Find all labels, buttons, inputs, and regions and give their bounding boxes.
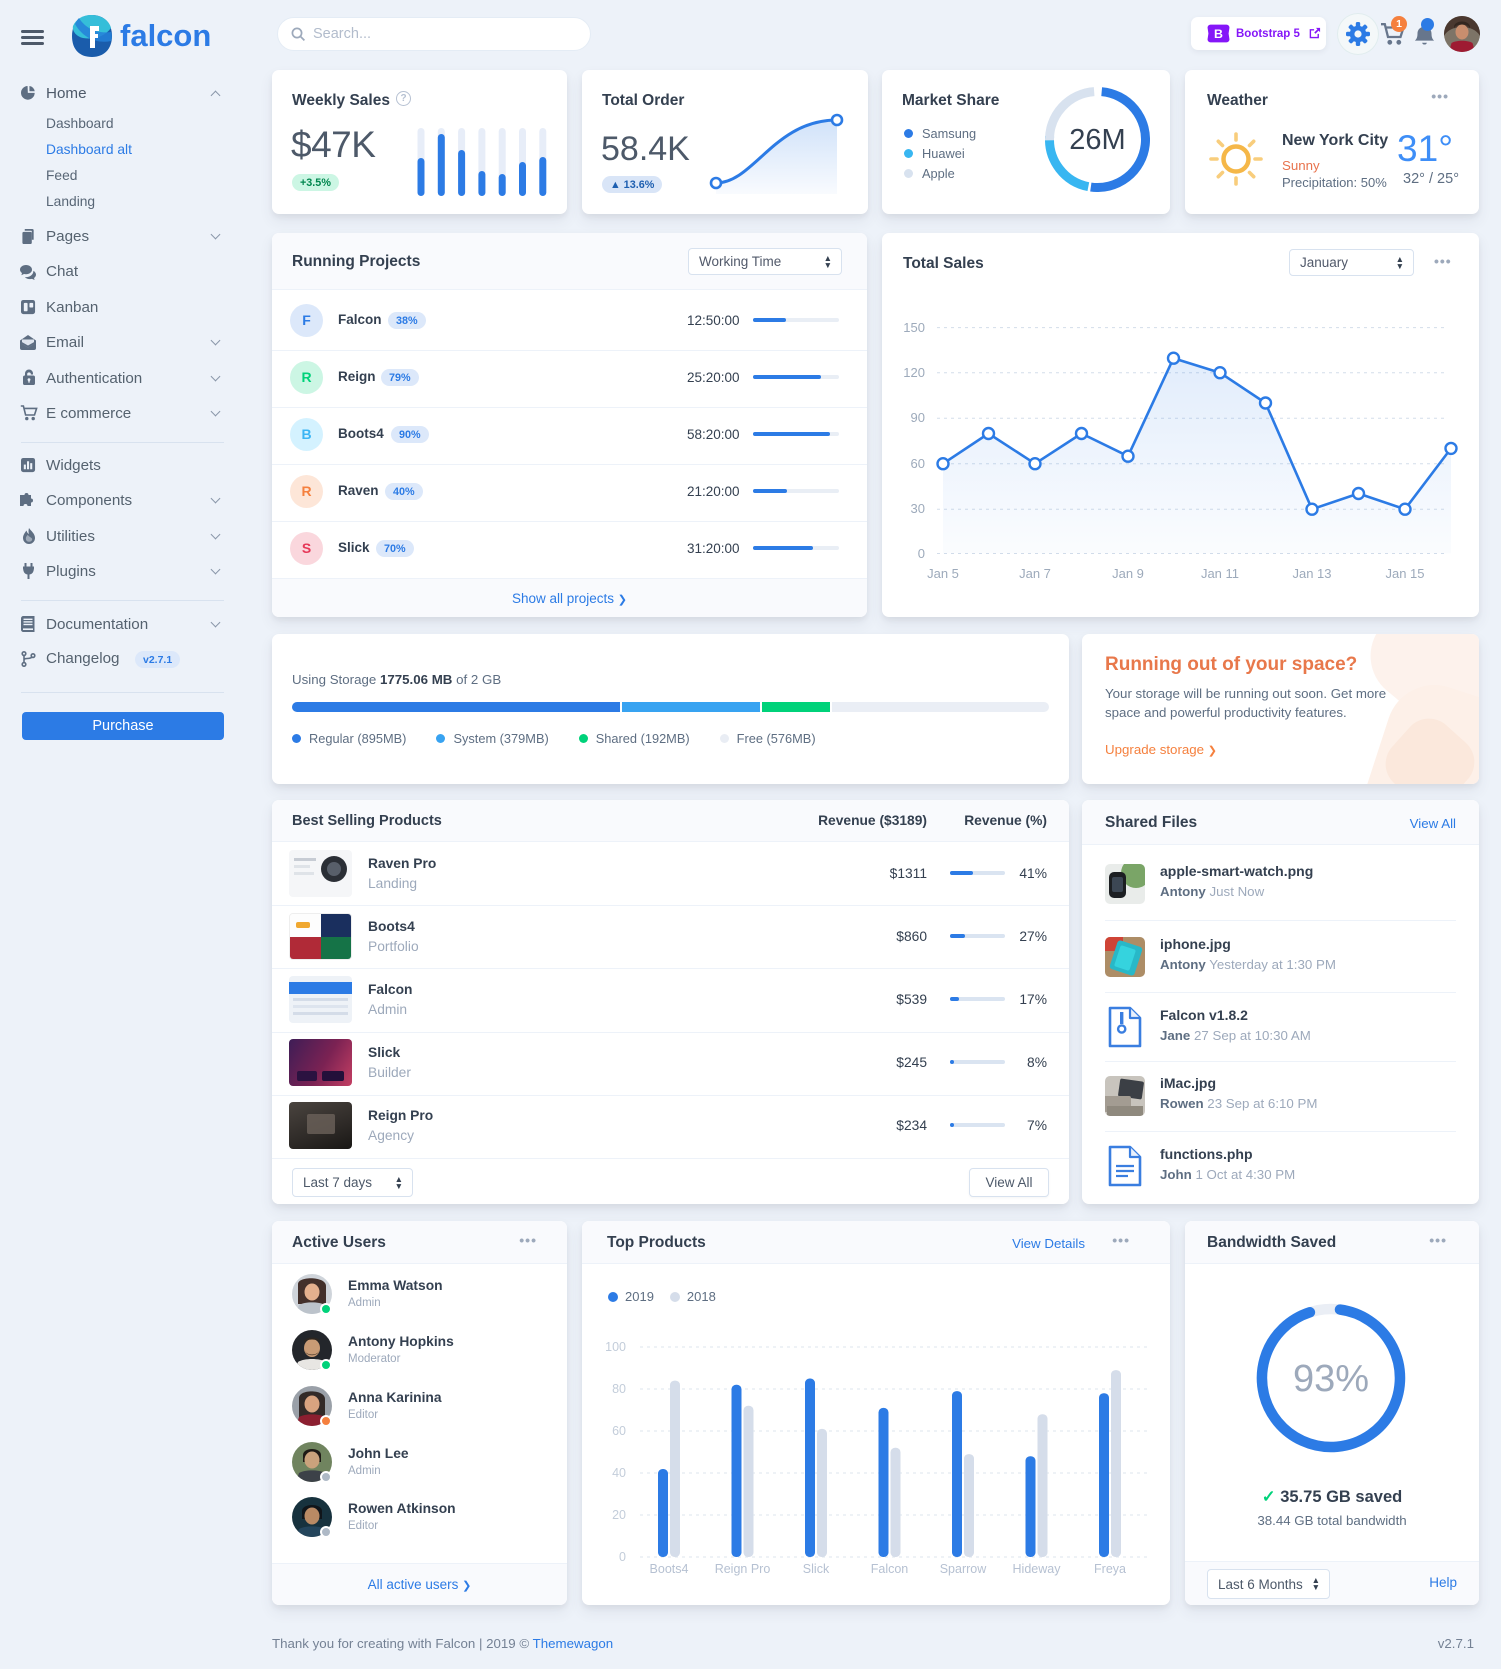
svg-text:90: 90 [911,410,925,425]
svg-text:Reign Pro: Reign Pro [715,1562,771,1576]
svg-text:Falcon: Falcon [871,1562,909,1576]
svg-text:20: 20 [612,1508,626,1522]
svg-text:80: 80 [612,1382,626,1396]
svg-text:Jan 11: Jan 11 [1201,566,1239,581]
svg-text:0: 0 [918,546,925,561]
svg-text:60: 60 [911,456,925,471]
svg-text:Hideway: Hideway [1013,1562,1062,1576]
svg-text:150: 150 [903,320,925,335]
svg-text:Jan 13: Jan 13 [1292,566,1331,581]
svg-text:30: 30 [911,501,925,516]
svg-text:B: B [1214,27,1223,41]
svg-text:120: 120 [903,365,925,380]
svg-text:Sparrow: Sparrow [940,1562,988,1576]
svg-text:Jan 5: Jan 5 [927,566,959,581]
svg-text:40: 40 [612,1466,626,1480]
svg-text:Boots4: Boots4 [650,1562,689,1576]
svg-text:Jan 9: Jan 9 [1112,566,1144,581]
svg-text:60: 60 [612,1424,626,1438]
svg-text:100: 100 [605,1340,626,1354]
svg-text:Jan 7: Jan 7 [1019,566,1051,581]
svg-text:Slick: Slick [803,1562,830,1576]
svg-text:Freya: Freya [1094,1562,1126,1576]
svg-text:Jan 15: Jan 15 [1385,566,1424,581]
svg-text:0: 0 [619,1550,626,1564]
